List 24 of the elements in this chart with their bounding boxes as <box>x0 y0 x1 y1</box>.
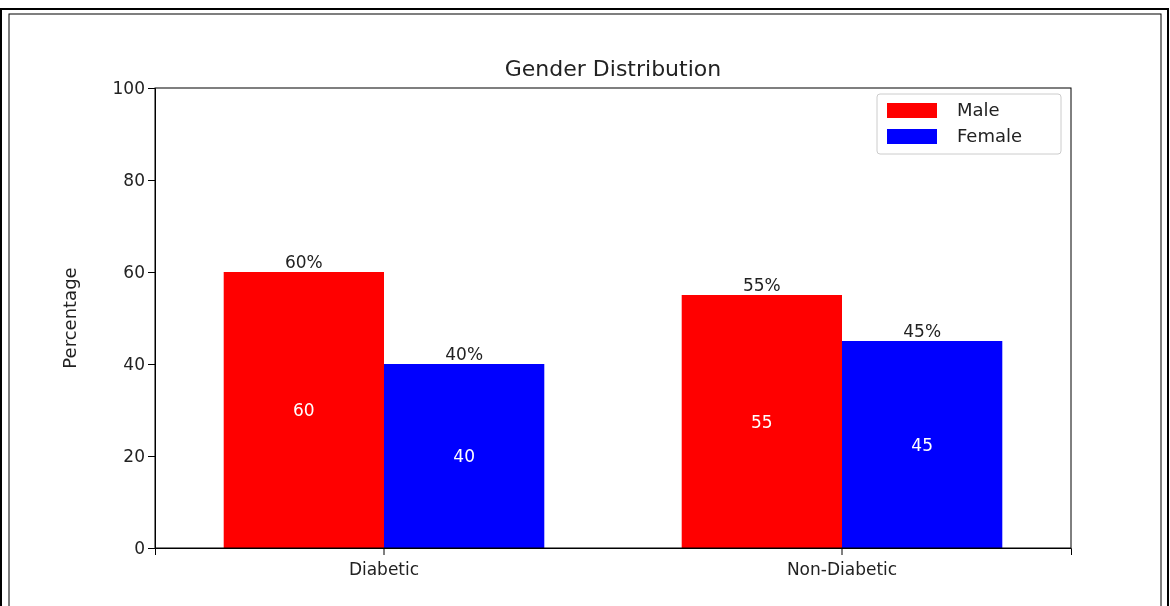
legend-label: Male <box>957 99 1000 120</box>
legend-label: Female <box>957 125 1023 146</box>
bar <box>842 341 1003 548</box>
y-tick-label: 20 <box>123 445 145 466</box>
bar <box>223 272 384 548</box>
annotation: 40% <box>445 344 484 364</box>
x-tick-label: Diabetic <box>348 559 420 579</box>
annotation: 60% <box>284 252 323 272</box>
data-label: 55 <box>751 411 773 432</box>
data-label: 60 <box>293 400 315 420</box>
bar <box>681 295 842 548</box>
y-tick-label: 60 <box>123 261 145 282</box>
annotation: 45% <box>903 321 942 341</box>
data-label: 45 <box>911 434 933 455</box>
y-axis-title: Percentage <box>59 267 80 369</box>
y-tick-label: 40 <box>123 353 145 374</box>
bar <box>384 364 545 548</box>
y-tick-label: 100 <box>112 77 145 98</box>
chart-title: Gender Distribution <box>504 56 722 81</box>
annotation: 55% <box>742 275 781 295</box>
data-label: 40 <box>453 446 475 466</box>
y-tick-label: 80 <box>123 169 145 190</box>
x-tick-label: Non-Diabetic <box>786 559 898 579</box>
y-tick-label: 0 <box>134 537 145 558</box>
